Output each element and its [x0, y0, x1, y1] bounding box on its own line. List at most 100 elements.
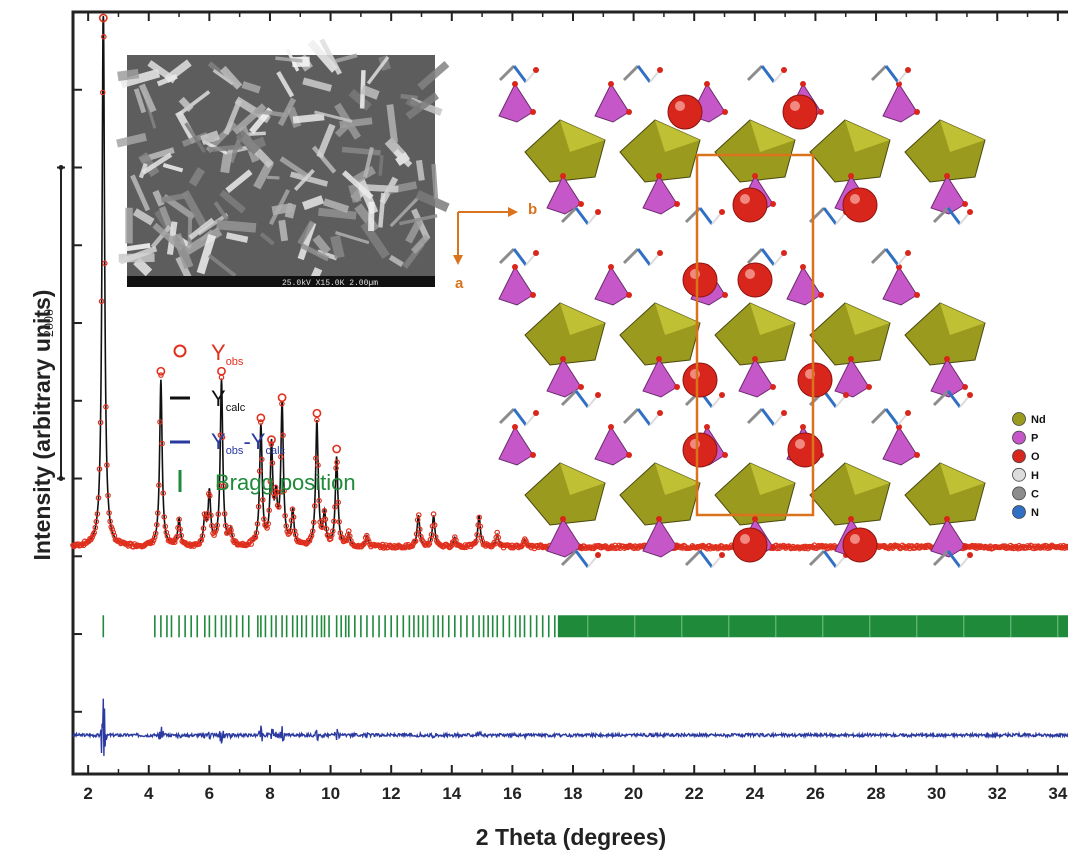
- yobs-peak-point: [156, 366, 166, 376]
- sem-crystal: [159, 205, 175, 232]
- atom-label-p: P: [1031, 433, 1038, 445]
- nd-polyhedron-face: [845, 303, 890, 335]
- n-bond: [698, 550, 714, 568]
- sem-crystal: [334, 231, 370, 245]
- x-tick-label: 20: [624, 784, 643, 803]
- yobs-point: [1066, 545, 1068, 551]
- yobs-point: [334, 459, 340, 466]
- yobs-point: [160, 490, 167, 497]
- yobs-point: [259, 496, 266, 503]
- sem-crystal: [220, 65, 243, 90]
- sem-crystal: [312, 234, 331, 255]
- yobs-point: [203, 515, 210, 522]
- yobs-point: [415, 512, 422, 518]
- o-atom: [704, 424, 710, 430]
- o-atom: [626, 452, 632, 458]
- yobs-point: [322, 516, 329, 523]
- o-atom: [626, 292, 632, 298]
- sem-crystal: [213, 201, 229, 221]
- sem-crystal: [297, 220, 315, 246]
- x-tick-label: 30: [927, 784, 946, 803]
- o-atom: [595, 392, 601, 398]
- n-bond: [884, 408, 900, 426]
- o-atom: [722, 109, 728, 115]
- sem-info-bar: 25.0kV X15.0K 2.00µm: [282, 279, 378, 288]
- yobs-point: [445, 543, 452, 550]
- yobs-point: [107, 518, 113, 525]
- yobs-point: [256, 468, 263, 474]
- yobs-point: [493, 534, 500, 541]
- yobs-point: [269, 460, 276, 466]
- o-atom: [512, 424, 518, 430]
- yobs-point: [95, 495, 102, 501]
- sem-crystal: [405, 219, 423, 244]
- n-bond: [636, 65, 652, 83]
- o-atom: [657, 250, 663, 256]
- difference-curve: [72, 698, 1068, 756]
- diff-line: [72, 698, 1068, 756]
- o-atom: [800, 81, 806, 87]
- nd-polyhedron-face: [655, 120, 700, 152]
- o-atom: [656, 516, 662, 522]
- sem-crystal: [150, 225, 172, 249]
- legend-marker-yobs: [173, 344, 187, 358]
- yobs-point: [313, 455, 319, 462]
- yobs-point: [478, 535, 485, 541]
- o-atom: [560, 173, 566, 179]
- o-water-sphere: [732, 187, 768, 223]
- sem-crystal: [241, 81, 261, 94]
- o-atom: [674, 201, 680, 207]
- axis-label-a: a: [455, 275, 464, 292]
- o-highlight: [690, 269, 700, 279]
- yobs-point: [332, 504, 338, 510]
- nd-polyhedron-face: [750, 120, 795, 152]
- yobs-point: [159, 440, 165, 447]
- o-water-sphere: [797, 362, 833, 398]
- c-bond: [560, 206, 578, 224]
- c-bond: [622, 407, 640, 425]
- o-atom: [866, 384, 872, 390]
- legend-bragg: Bragg position: [215, 470, 356, 495]
- sem-crystal: [417, 61, 450, 91]
- yobs-point: [281, 487, 287, 494]
- o-water-sphere: [787, 432, 823, 468]
- legend-yobs: Yobs: [211, 340, 244, 368]
- o-atom: [722, 292, 728, 298]
- yobs-peak-point: [332, 444, 342, 454]
- c-bond: [560, 549, 578, 567]
- c-bond: [746, 247, 764, 265]
- sem-crystal: [116, 132, 147, 148]
- sem-texture: [116, 38, 450, 286]
- x-tick-label: 22: [685, 784, 704, 803]
- o-highlight: [675, 101, 685, 111]
- sem-crystal: [386, 104, 398, 143]
- yobs-point: [253, 530, 260, 536]
- p-tetrahedron: [786, 265, 822, 306]
- o-atom: [512, 264, 518, 270]
- o-atom: [905, 250, 911, 256]
- o-atom: [848, 173, 854, 179]
- o-atom: [752, 356, 758, 362]
- yobs-point: [101, 33, 107, 40]
- p-tetrahedron: [882, 425, 918, 466]
- yobs-point: [337, 530, 344, 536]
- n-bond: [884, 248, 900, 266]
- sem-crystal: [319, 38, 343, 76]
- o-highlight: [740, 194, 750, 204]
- o-atom: [533, 250, 539, 256]
- o-highlight: [690, 439, 700, 449]
- o-atom: [530, 452, 536, 458]
- sem-crystal: [184, 122, 206, 153]
- sem-crystal: [124, 242, 151, 252]
- c-bond: [684, 549, 702, 567]
- sem-crystal: [125, 207, 133, 244]
- c-bond: [808, 549, 826, 567]
- sem-crystal: [335, 53, 358, 63]
- sem-crystal: [156, 73, 178, 87]
- sem-crystal: [183, 227, 223, 256]
- sem-crystal: [431, 163, 439, 200]
- sem-crystal: [277, 97, 297, 127]
- o-atom: [512, 81, 518, 87]
- atom-label-nd: Nd: [1031, 414, 1046, 426]
